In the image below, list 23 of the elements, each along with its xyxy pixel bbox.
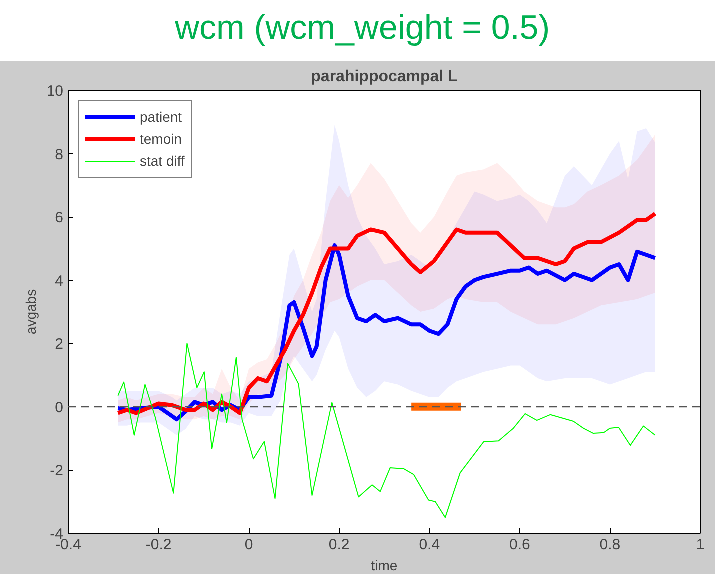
x-axis-title: time: [371, 558, 398, 574]
y-tick-label: 10: [46, 83, 64, 100]
legend-label: temoin: [140, 131, 182, 147]
legend-label: stat diff: [140, 153, 185, 169]
line-series: [116, 212, 658, 416]
y-axis-title: avgabs: [22, 289, 39, 335]
y-tick-label: -2: [50, 462, 64, 480]
x-tick-label: 0.6: [510, 536, 530, 554]
x-tick-label: -0.2: [146, 536, 172, 554]
chart-subtitle: parahippocampal L: [311, 68, 458, 86]
y-tick-label: 0: [55, 399, 64, 416]
line-series: [118, 343, 656, 518]
x-tick-label: 0.2: [328, 536, 350, 554]
x-tick-label: 0.8: [600, 536, 621, 554]
y-tick-label: 2: [55, 336, 64, 354]
y-tick-label: 8: [55, 146, 64, 164]
legend-label: patient: [140, 109, 182, 125]
y-tick-label: 4: [55, 272, 64, 290]
x-tick-label: 1: [696, 536, 705, 554]
x-tick-label: 0.4: [419, 536, 440, 554]
x-tick-label: 0: [244, 536, 254, 554]
y-tick-label: 6: [55, 210, 64, 227]
chart-title: wcm (wcm_weight = 0.5): [174, 8, 550, 49]
